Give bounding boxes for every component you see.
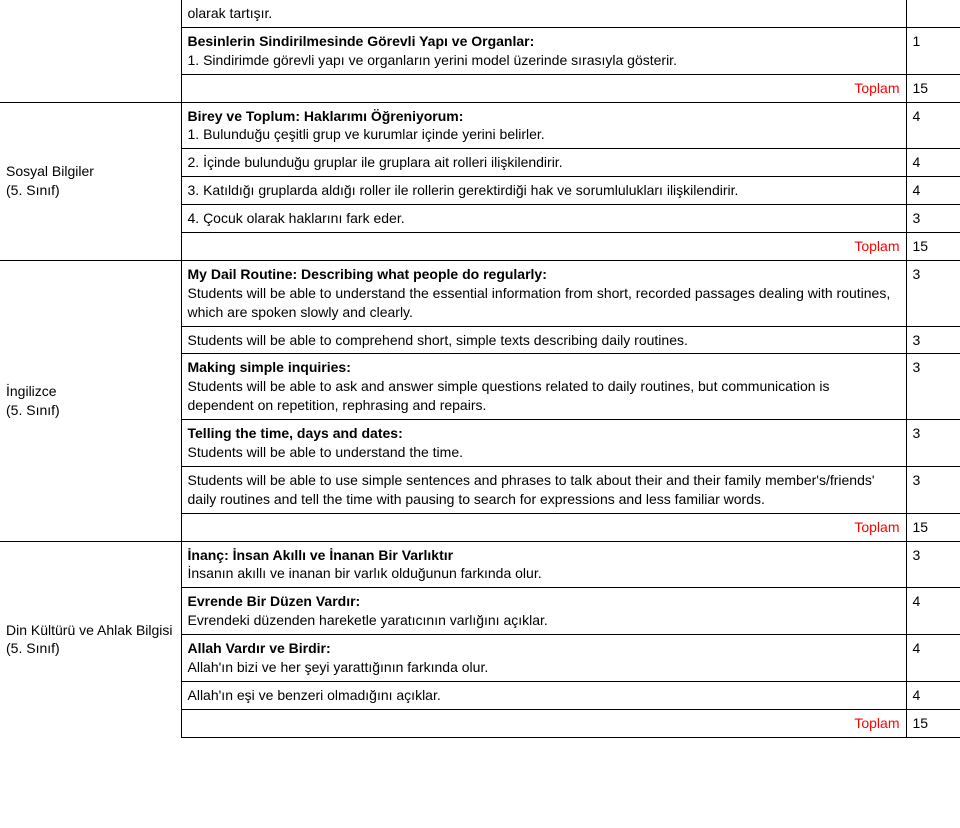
content-title: Evrende Bir Düzen Vardır: (188, 593, 361, 609)
value-cell: 4 (906, 177, 960, 205)
content-text: Evrendeki düzenden hareketle yaratıcının… (188, 612, 548, 628)
content-title: My Dail Routine: Describing what people … (188, 266, 547, 282)
value-cell: 4 (906, 149, 960, 177)
content-text: Students will be able to understand the … (188, 285, 891, 320)
value-cell: 3 (906, 541, 960, 588)
content-cell: 2. İçinde bulunduğu gruplar ile gruplara… (181, 149, 906, 177)
content-title: Birey ve Toplum: Haklarımı Öğreniyorum: (188, 108, 464, 124)
subject-cell-empty (0, 0, 181, 102)
total-label: Toplam (181, 74, 906, 102)
content-title: Besinlerin Sindirilmesinde Görevli Yapı … (188, 33, 535, 49)
content-cell: İnanç: İnsan Akıllı ve İnanan Bir Varlık… (181, 541, 906, 588)
content-title: Allah Vardır ve Birdir: (188, 640, 331, 656)
total-value: 15 (906, 233, 960, 261)
value-cell: 4 (906, 681, 960, 709)
content-title: Making simple inquiries: (188, 359, 351, 375)
content-cell: My Dail Routine: Describing what people … (181, 260, 906, 326)
subject-cell-ingilizce: İngilizce (5. Sınıf) (0, 260, 181, 541)
total-value: 15 (906, 513, 960, 541)
value-cell: 3 (906, 420, 960, 467)
content-cell: 3. Katıldığı gruplarda aldığı roller ile… (181, 177, 906, 205)
total-value: 15 (906, 74, 960, 102)
content-text: İnsanın akıllı ve inanan bir varlık oldu… (188, 565, 542, 581)
content-cell: olarak tartışır. (181, 0, 906, 27)
value-cell: 3 (906, 326, 960, 354)
value-cell: 4 (906, 102, 960, 149)
content-text: Students will be able to understand the … (188, 444, 464, 460)
value-cell (906, 0, 960, 27)
total-label: Toplam (181, 233, 906, 261)
value-cell: 3 (906, 205, 960, 233)
content-title: Telling the time, days and dates: (188, 425, 403, 441)
subject-cell-sosyal: Sosyal Bilgiler (5. Sınıf) (0, 102, 181, 260)
content-cell: Allah'ın eşi ve benzeri olmadığını açıkl… (181, 681, 906, 709)
content-text: Allah'ın bizi ve her şeyi yarattığının f… (188, 659, 489, 675)
content-cell: Allah Vardır ve Birdir: Allah'ın bizi ve… (181, 635, 906, 682)
value-cell: 3 (906, 354, 960, 420)
content-cell: Making simple inquiries: Students will b… (181, 354, 906, 420)
content-cell: Telling the time, days and dates: Studen… (181, 420, 906, 467)
subject-cell-din: Din Kültürü ve Ahlak Bilgisi (5. Sınıf) (0, 541, 181, 737)
value-cell: 4 (906, 588, 960, 635)
value-cell: 4 (906, 635, 960, 682)
value-cell: 3 (906, 466, 960, 513)
total-label: Toplam (181, 709, 906, 737)
content-cell: 4. Çocuk olarak haklarını fark eder. (181, 205, 906, 233)
curriculum-table: olarak tartışır. Besinlerin Sindirilmesi… (0, 0, 960, 738)
content-text: Students will be able to ask and answer … (188, 378, 830, 413)
total-label: Toplam (181, 513, 906, 541)
total-value: 15 (906, 709, 960, 737)
content-text: 1. Sindirimde görevli yapı ve organların… (188, 52, 677, 68)
content-cell: Evrende Bir Düzen Vardır: Evrendeki düze… (181, 588, 906, 635)
value-cell: 3 (906, 260, 960, 326)
content-cell: Besinlerin Sindirilmesinde Görevli Yapı … (181, 27, 906, 74)
content-title: İnanç: İnsan Akıllı ve İnanan Bir Varlık… (188, 547, 454, 563)
content-cell: Students will be able to use simple sent… (181, 466, 906, 513)
content-text: 1. Bulunduğu çeşitli grup ve kurumlar iç… (188, 126, 545, 142)
value-cell: 1 (906, 27, 960, 74)
content-cell: Students will be able to comprehend shor… (181, 326, 906, 354)
content-cell: Birey ve Toplum: Haklarımı Öğreniyorum: … (181, 102, 906, 149)
